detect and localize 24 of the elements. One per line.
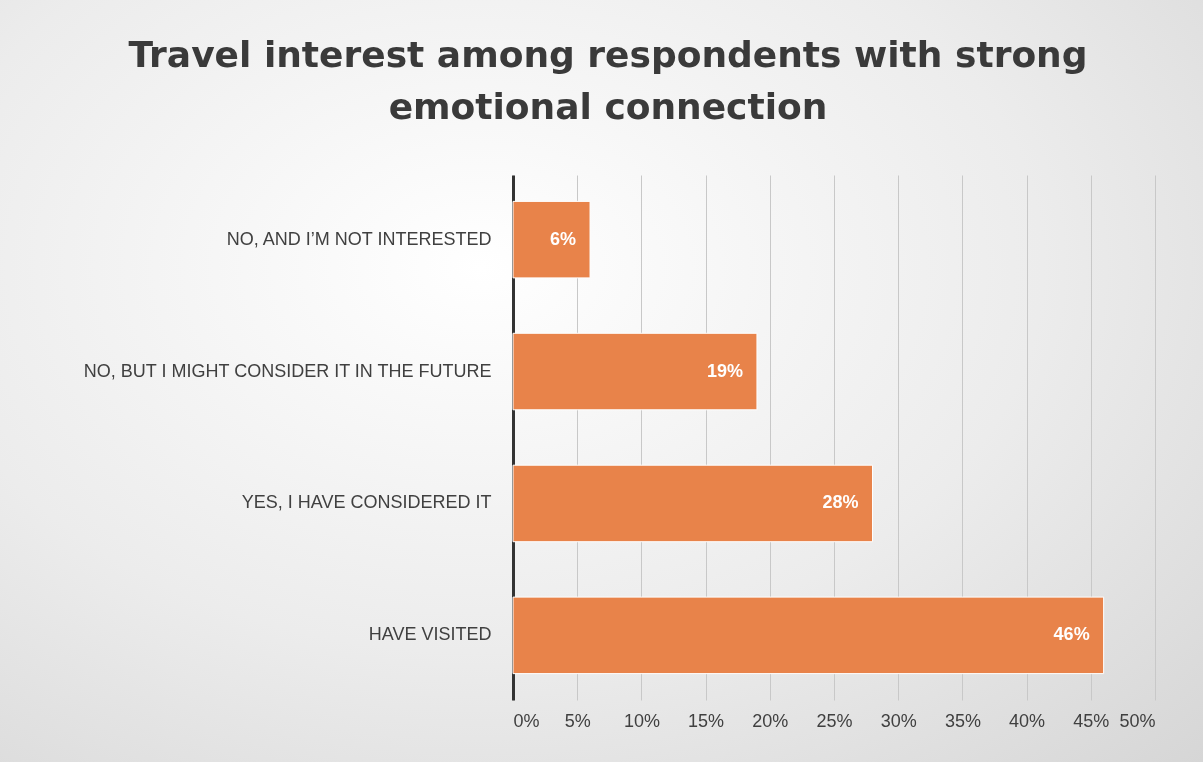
- y-tick-label: NO, BUT I MIGHT CONSIDER IT IN THE FUTURE: [83, 360, 492, 381]
- y-tick-label: YES, I HAVE CONSIDERED IT: [241, 492, 492, 513]
- bar: [512, 200, 591, 279]
- y-tick-label: NO, AND I’M NOT INTERESTED: [226, 228, 492, 249]
- x-tick-label: 5%: [564, 710, 591, 731]
- x-tick-label: 0%: [513, 710, 540, 731]
- bar: [512, 332, 758, 411]
- x-tick-label: 40%: [1009, 710, 1046, 731]
- bar: [512, 596, 1105, 675]
- x-tick-label: 35%: [944, 710, 981, 731]
- x-tick-label: 25%: [816, 710, 853, 731]
- x-tick-label: 15%: [688, 710, 725, 731]
- x-tick-label: 45%: [1073, 710, 1110, 731]
- x-tick-label: 50%: [1119, 710, 1156, 731]
- data-label: 28%: [822, 492, 859, 513]
- data-label: 46%: [1053, 624, 1090, 645]
- data-label: 19%: [706, 360, 743, 381]
- data-label: 6%: [550, 228, 577, 249]
- x-tick-label: 20%: [752, 710, 789, 731]
- x-tick-label: 10%: [623, 710, 660, 731]
- y-tick-label: HAVE VISITED: [368, 624, 492, 645]
- chart-title: Travel interest among respondents with strong emotional connection: [128, 34, 1088, 127]
- x-tick-label: 30%: [880, 710, 917, 731]
- bar: [512, 464, 874, 543]
